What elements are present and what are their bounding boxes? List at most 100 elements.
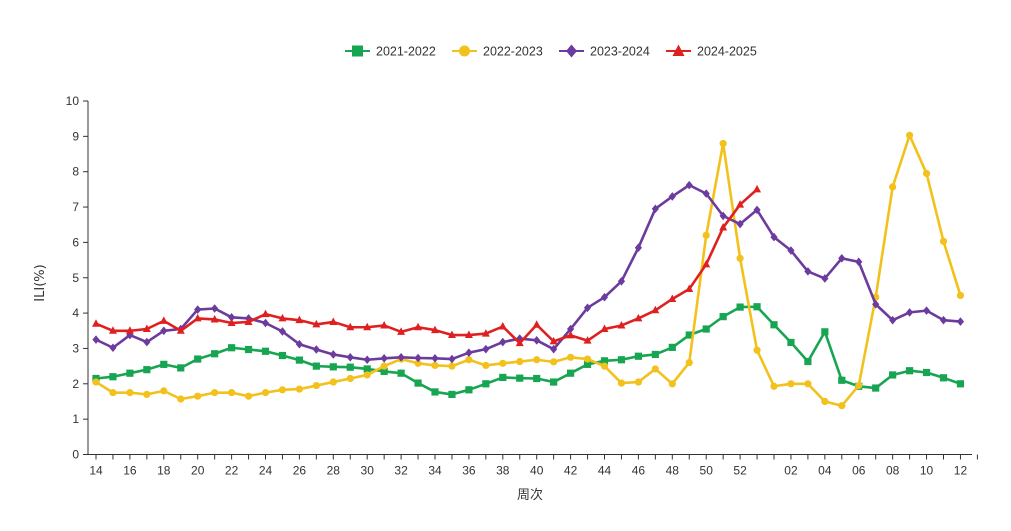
data-point[interactable] [719,211,727,221]
data-point[interactable] [244,345,253,354]
data-point[interactable] [516,357,524,366]
data-point[interactable] [499,359,507,367]
data-point[interactable] [126,369,134,377]
data-point[interactable] [346,322,355,331]
data-point[interactable] [702,325,710,333]
data-point[interactable] [363,365,371,373]
data-point[interactable] [838,376,846,384]
data-point[interactable] [329,350,337,359]
data-point[interactable] [668,294,677,302]
data-point[interactable] [956,380,965,388]
data-point[interactable] [159,316,168,324]
data-point[interactable] [92,378,100,386]
data-point[interactable] [312,362,320,370]
data-point[interactable] [414,359,422,367]
data-point[interactable] [838,402,846,410]
data-point[interactable] [634,243,642,253]
data-point[interactable] [194,392,202,400]
data-point[interactable] [736,254,744,262]
data-point[interactable] [227,318,236,326]
data-point[interactable] [464,330,473,339]
data-point[interactable] [143,337,151,347]
data-point[interactable] [787,338,795,347]
data-point[interactable] [804,380,812,388]
data-point[interactable] [193,313,202,322]
data-point[interactable] [906,131,914,139]
data-point[interactable] [397,327,406,335]
data-point[interactable] [92,319,100,327]
data-point[interactable] [787,380,795,388]
data-point[interactable] [211,350,219,358]
data-point[interactable] [126,389,134,397]
data-point[interactable] [889,371,897,379]
data-point[interactable] [702,189,710,198]
data-point[interactable] [753,346,761,354]
data-point[interactable] [482,361,490,370]
data-point[interactable] [719,223,728,231]
data-point[interactable] [617,356,626,364]
legend[interactable]: 2021-2022 2022-2023 2023-2024 2024-2025 [345,44,757,59]
data-point[interactable] [889,183,897,191]
data-point[interactable] [533,336,541,345]
data-point[interactable] [363,371,371,379]
data-point[interactable] [346,352,354,362]
data-point[interactable] [261,318,270,328]
data-point[interactable] [889,315,897,325]
data-point[interactable] [465,356,473,364]
data-point[interactable] [906,367,914,375]
data-point[interactable] [821,397,829,406]
data-point[interactable] [295,339,303,349]
data-point[interactable] [600,357,609,365]
data-point[interactable] [668,380,676,388]
data-point[interactable] [482,344,490,354]
data-point[interactable] [177,395,185,403]
data-point[interactable] [481,329,490,337]
data-point[interactable] [516,374,524,382]
data-point[interactable] [194,305,202,314]
data-point[interactable] [939,374,948,382]
data-point[interactable] [448,362,456,370]
data-point[interactable] [753,184,762,193]
data-point[interactable] [211,304,219,313]
data-point[interactable] [431,354,439,363]
data-point[interactable] [617,320,626,329]
data-point[interactable] [600,362,609,370]
data-point[interactable] [278,313,287,322]
data-point[interactable] [702,231,710,239]
data-point[interactable] [855,257,863,267]
data-point[interactable] [685,180,693,190]
data-point[interactable] [567,353,575,361]
data-point[interactable] [160,326,168,336]
data-point[interactable] [651,350,659,359]
data-point[interactable] [244,392,253,400]
data-point[interactable] [922,306,931,315]
legend-item-2021-2022[interactable]: 2021-2022 [345,45,436,59]
data-point[interactable] [821,274,829,283]
data-point[interactable] [363,322,372,331]
data-point[interactable] [668,343,676,351]
data-point[interactable] [312,319,321,328]
data-point[interactable] [261,347,270,355]
data-point[interactable] [651,305,660,314]
data-point[interactable] [312,345,320,354]
data-point[interactable] [583,303,592,313]
data-point[interactable] [160,360,168,368]
data-point[interactable] [431,325,439,334]
data-point[interactable] [143,390,151,399]
data-point[interactable] [211,389,219,397]
data-point[interactable] [261,309,270,318]
data-point[interactable] [872,384,880,392]
data-point[interactable] [397,352,405,362]
data-point[interactable] [533,374,541,383]
data-point[interactable] [550,344,558,354]
data-point[interactable] [465,348,473,357]
data-point[interactable] [499,337,507,347]
data-point[interactable] [567,369,575,377]
data-point[interactable] [634,313,643,322]
data-point[interactable] [143,366,151,374]
data-point[interactable] [583,355,592,363]
data-point[interactable] [600,292,609,302]
data-point[interactable] [956,291,965,300]
data-point[interactable] [261,389,270,397]
data-point[interactable] [770,232,778,242]
